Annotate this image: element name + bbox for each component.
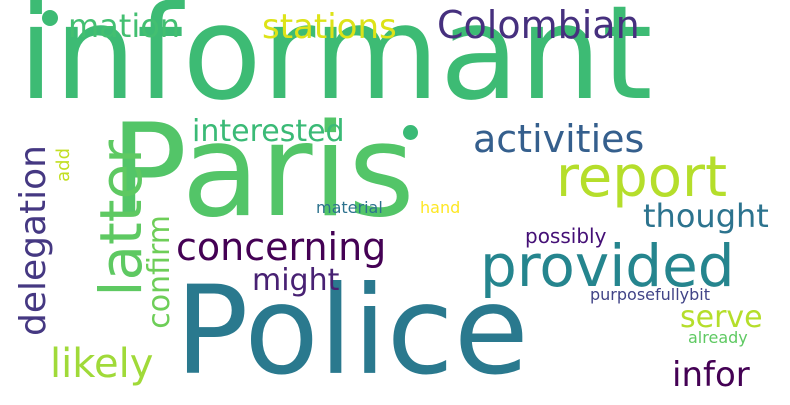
word-activities: activities <box>473 117 645 161</box>
word-provided: provided <box>480 232 735 300</box>
word-might: might <box>252 263 340 298</box>
word-concerning: concerning <box>176 225 387 269</box>
dot-top-left <box>42 10 58 26</box>
word-already: already <box>688 328 748 347</box>
word-thought: thought <box>643 197 769 235</box>
word-informant: informant <box>18 0 653 129</box>
word-purposefullybit: purposefullybit <box>590 285 711 304</box>
word-stations: stations <box>262 7 397 47</box>
word-confirm: confirm <box>142 215 177 329</box>
word-infor: infor <box>672 355 750 395</box>
word-add: add <box>53 148 74 182</box>
word-material: material <box>316 198 383 217</box>
word-paris: Paris <box>110 97 415 246</box>
word-mation: mation <box>68 7 181 45</box>
word-police: Police <box>175 260 529 402</box>
word-serve: serve <box>680 300 763 335</box>
word-report: report <box>556 145 728 210</box>
word-interested: interested <box>192 114 345 149</box>
word-likely: likely <box>50 341 154 387</box>
word-delegation: delegation <box>13 145 54 337</box>
dot-middle <box>403 125 418 140</box>
word-possibly: possibly <box>525 224 607 248</box>
word-hand: hand <box>420 198 461 217</box>
word-colombian: Colombian <box>437 3 640 47</box>
